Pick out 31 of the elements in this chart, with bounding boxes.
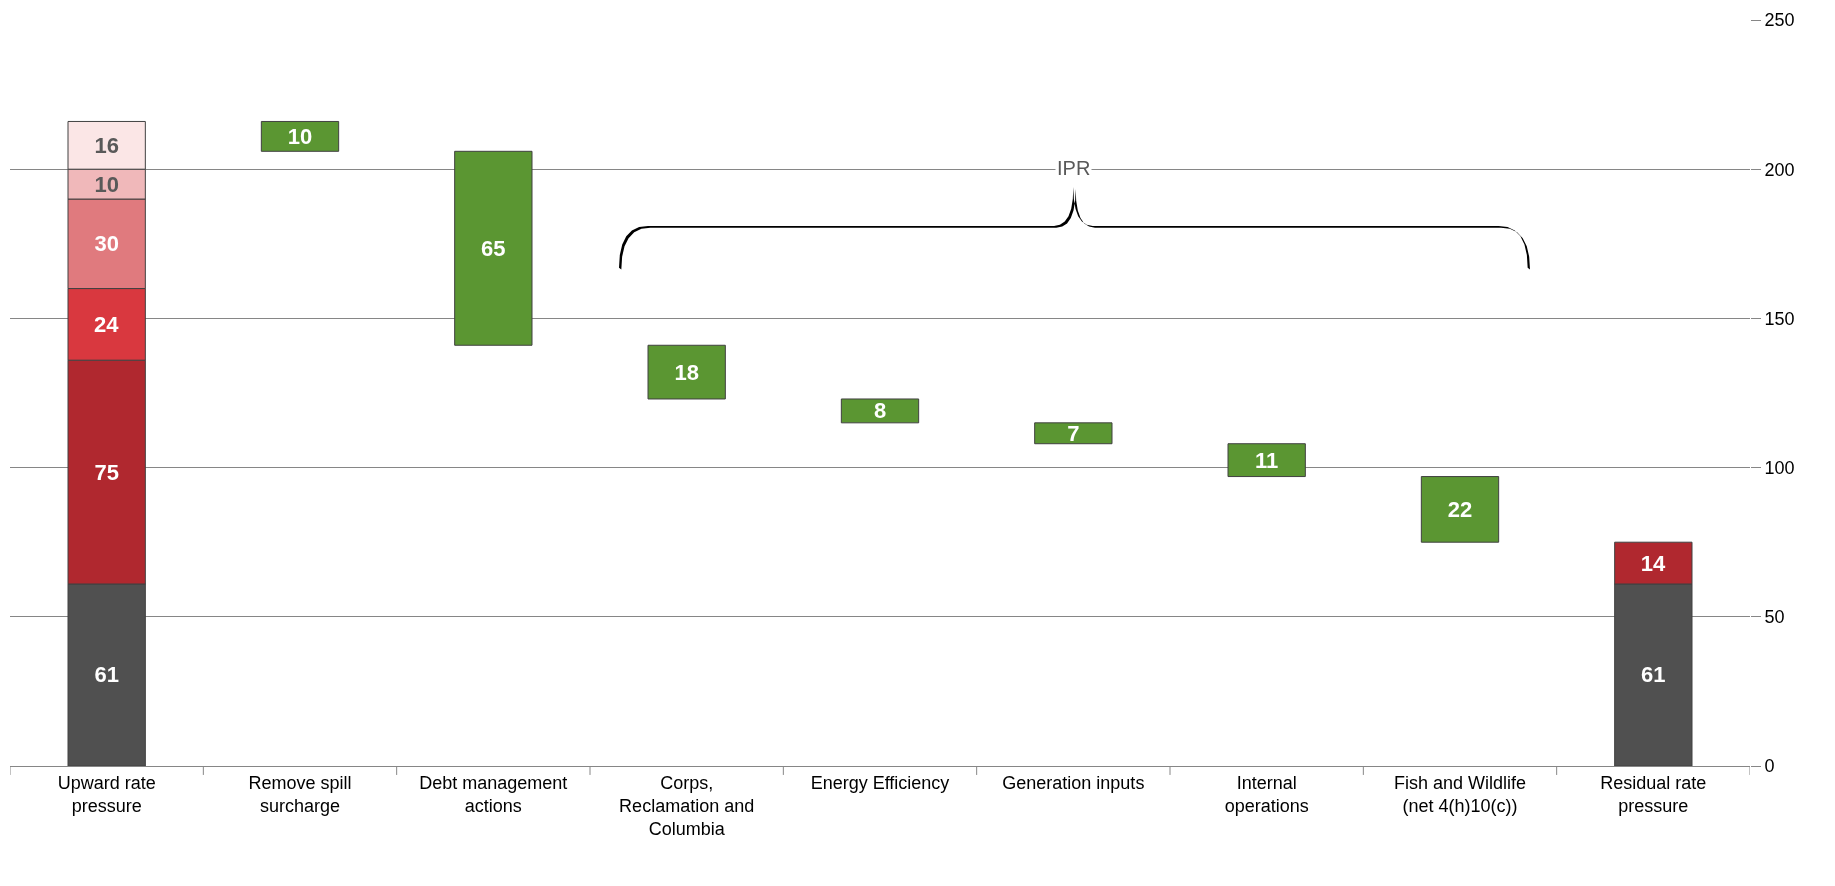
data-label: 65 (481, 235, 506, 261)
data-label: 18 (674, 359, 699, 385)
annotation: IPR (1057, 157, 1091, 179)
data-label: 16 (94, 132, 119, 158)
y-tick-label: 50 (1764, 607, 1785, 628)
data-label: 24 (94, 311, 120, 337)
data-label: 10 (94, 171, 119, 197)
y-tick-label: 150 (1764, 308, 1795, 329)
y-tick-label: 0 (1764, 756, 1775, 777)
data-label: 7 (1067, 420, 1080, 446)
x-tick-label: Energy Efficiency (810, 772, 950, 793)
x-tick-label: Upward rate pressure (57, 772, 156, 816)
x-tick-label: Corps, Reclamation and Columbia (619, 772, 755, 840)
data-label: 10 (287, 123, 313, 149)
x-tick-label: Residual rate pressure (1600, 772, 1707, 816)
y-tick-label: 250 (1764, 10, 1795, 31)
x-tick-label: Remove spill surcharge (248, 772, 352, 816)
data-label: 30 (94, 231, 119, 257)
x-tick-label: Fish and Wildlife (net 4(h)10(c)) (1393, 772, 1527, 816)
data-label: 11 (1255, 447, 1279, 473)
data-label: 75 (94, 459, 119, 485)
x-tick-label: Generation inputs (1002, 772, 1145, 793)
data-label: 22 (1447, 496, 1473, 522)
data-label: 8 (873, 398, 887, 424)
y-tick-label: 100 (1764, 457, 1795, 478)
y-tick-label: 200 (1764, 159, 1795, 180)
x-tick-label: Internal operations (1224, 772, 1309, 816)
data-label: 14 (1640, 550, 1666, 576)
data-label: 61 (1641, 662, 1666, 688)
x-tick-label: Debt management actions (419, 772, 568, 816)
data-label: 61 (94, 662, 119, 688)
